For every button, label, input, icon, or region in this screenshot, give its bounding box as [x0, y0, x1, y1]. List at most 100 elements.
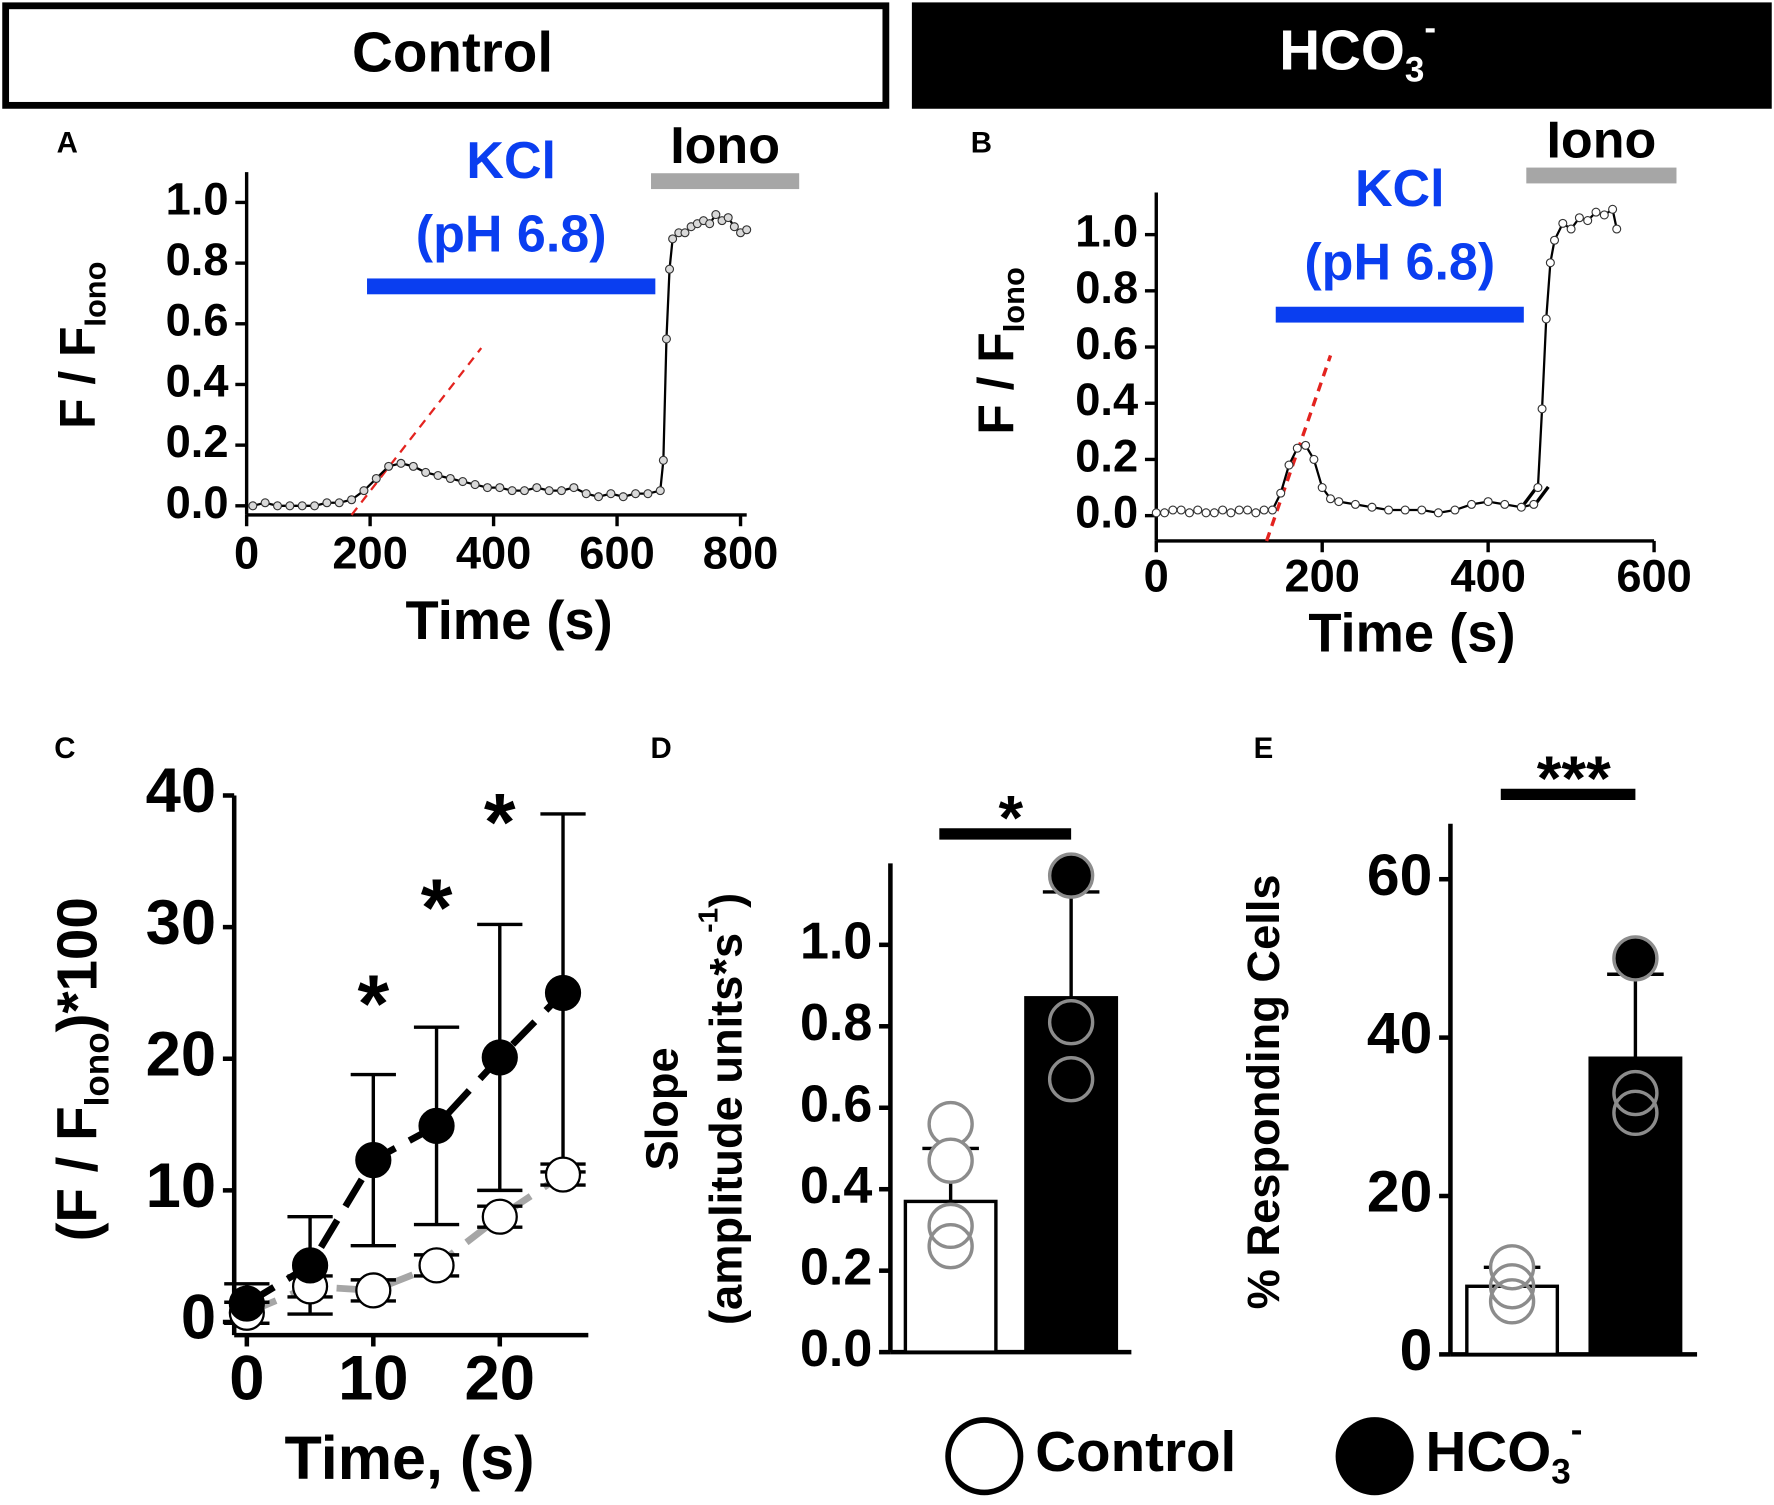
y-tick-label: 1.0	[166, 173, 229, 224]
trace-point	[711, 210, 721, 220]
trace-point	[1160, 508, 1170, 518]
y-tick-label: 0.8	[166, 234, 229, 285]
trace-point	[1384, 505, 1394, 515]
y-tick-label: 0.6	[166, 295, 229, 346]
y-axis-label: Slope	[636, 1047, 687, 1170]
trace-point	[1209, 508, 1219, 518]
trace-point	[1529, 499, 1539, 509]
data-point	[481, 1039, 518, 1076]
data-point	[481, 1198, 518, 1235]
x-tick-label: 200	[1284, 550, 1360, 601]
trace-point	[658, 455, 668, 465]
trace-point	[347, 495, 357, 505]
y-axis-label: F / FIono	[968, 267, 1031, 434]
bar	[1024, 996, 1119, 1354]
trace-point	[1184, 508, 1194, 518]
y-tick-label: 0.2	[800, 1238, 872, 1296]
data-point	[544, 974, 582, 1012]
significance-star: *	[484, 778, 516, 869]
trace-point	[569, 483, 579, 493]
trace-point	[1243, 505, 1253, 515]
stimulus-label: (pH 6.8)	[1304, 234, 1495, 292]
trace-point	[1334, 497, 1344, 507]
legend-marker	[945, 1417, 1024, 1496]
y-tick-label: 0	[1400, 1318, 1433, 1383]
trace-point	[1558, 218, 1568, 228]
trace-point	[1612, 224, 1622, 234]
trace-point	[1467, 499, 1477, 509]
y-axis-label-sub: Iono	[78, 262, 113, 327]
trace-point	[705, 219, 715, 229]
trace-point	[665, 264, 675, 274]
trace-point	[1541, 314, 1551, 324]
x-tick-label: 20	[465, 1343, 535, 1413]
trace-point	[1301, 440, 1311, 450]
legend-label: HCO3-	[1426, 1411, 1583, 1492]
trace-point	[1537, 404, 1547, 414]
trace-point	[1400, 505, 1410, 515]
trace-point	[594, 492, 604, 502]
y-tick-label: 0	[181, 1283, 216, 1353]
y-tick-label: 40	[1367, 1001, 1432, 1066]
significance-star: *	[357, 959, 389, 1050]
trace-point	[668, 234, 678, 244]
trace-point	[1367, 502, 1377, 512]
trace-point	[310, 501, 320, 511]
trace-point	[643, 489, 653, 499]
panel-letter: C	[54, 732, 75, 765]
x-tick-label: 10	[338, 1343, 408, 1413]
trace-point	[297, 501, 307, 511]
x-tick-label: 0	[234, 528, 259, 579]
y-tick-label: 40	[146, 756, 216, 826]
y-tick-label: 0.0	[166, 477, 229, 528]
trace-point	[532, 483, 542, 493]
individual-point	[1612, 1089, 1659, 1137]
trace-point	[1583, 216, 1593, 226]
y-axis-label: (amplitude units*s-1)	[693, 893, 752, 1325]
trace-point	[445, 473, 455, 484]
trace-point	[408, 461, 418, 471]
trace-point	[260, 498, 270, 508]
x-tick-label: 600	[579, 528, 655, 579]
stimulus-bar	[651, 173, 800, 190]
y-axis-label: (F / FIono)*100	[45, 897, 116, 1241]
trace-point	[1234, 505, 1244, 515]
y-tick-label: 0.4	[166, 355, 229, 406]
individual-point	[927, 1223, 974, 1270]
y-tick-label: 60	[1367, 843, 1432, 908]
y-tick-label: 0.0	[800, 1320, 872, 1378]
x-tick-label: 0	[229, 1343, 264, 1413]
stimulus-label: KCl	[1355, 160, 1445, 218]
trace-point	[371, 473, 381, 484]
individual-point	[1488, 1278, 1536, 1325]
individual-point	[927, 1202, 974, 1250]
significance-star: *	[421, 863, 453, 954]
y-axis-label: F / FIono	[50, 262, 113, 429]
trace-point	[334, 498, 344, 508]
trace-point	[1545, 258, 1555, 268]
individual-point	[927, 1137, 974, 1184]
trace-point	[1226, 508, 1236, 518]
y-tick-label: 0.8	[1075, 262, 1138, 313]
y-axis-label-sup: -1	[693, 908, 724, 933]
significance-label: *	[999, 783, 1024, 853]
trace-point	[1276, 488, 1286, 498]
bar	[1465, 1284, 1560, 1357]
y-axis-label-text: % Responding Cells	[1238, 874, 1289, 1309]
y-axis-label-after: )	[701, 893, 752, 908]
trace-point	[1450, 505, 1460, 515]
trace-point	[1176, 505, 1186, 515]
y-axis-label-text: F / F	[50, 327, 106, 429]
trace-point	[1500, 499, 1510, 509]
legend-label-name: Control	[1035, 1420, 1236, 1483]
trace-point	[1284, 460, 1294, 470]
trace-point	[1168, 505, 1178, 515]
individual-point	[1488, 1244, 1536, 1291]
trace-point	[1599, 210, 1609, 220]
legend-label-name_sub: 3	[1551, 1453, 1571, 1492]
y-tick-label: 0.2	[1075, 430, 1138, 481]
y-axis-label-text: (amplitude units*s	[701, 933, 752, 1325]
trace-point	[1292, 443, 1302, 453]
trace-point	[1516, 502, 1526, 512]
